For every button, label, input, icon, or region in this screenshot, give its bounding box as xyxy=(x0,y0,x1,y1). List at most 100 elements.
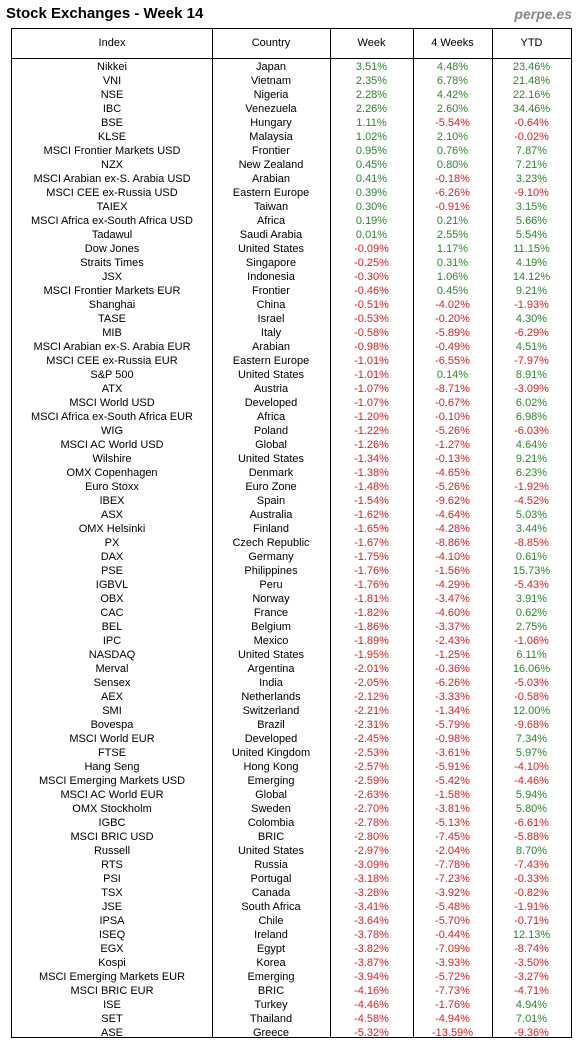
value-cell: -4.16% xyxy=(354,985,389,997)
value-cell: 0.95% xyxy=(355,145,388,157)
value-cell: -1.22% xyxy=(354,425,389,437)
value-cell: -1.67% xyxy=(354,537,389,549)
value-cell: 0.45% xyxy=(355,159,388,171)
value-cell: -1.20% xyxy=(354,411,389,423)
value-cell: -3.18% xyxy=(354,873,389,885)
text-cell: RTS xyxy=(101,859,123,871)
value-cell: 3.91% xyxy=(515,593,548,605)
text-cell: ISE xyxy=(103,999,121,1011)
value-cell: -3.94% xyxy=(354,971,389,983)
text-cell: Belgium xyxy=(251,621,291,633)
value-cell: 4.51% xyxy=(515,341,548,353)
text-cell: Turkey xyxy=(254,999,288,1011)
value-cell: 2.55% xyxy=(436,229,469,241)
value-cell: 0.14% xyxy=(436,369,469,381)
value-cell: -4.10% xyxy=(514,761,549,773)
value-cell: -4.02% xyxy=(435,299,470,311)
value-cell: 7.34% xyxy=(515,733,548,745)
value-cell: 0.61% xyxy=(515,551,548,563)
value-cell: -8.86% xyxy=(435,537,470,549)
value-cell: -0.18% xyxy=(435,173,470,185)
value-cell: -1.34% xyxy=(354,453,389,465)
value-cell: -3.92% xyxy=(435,887,470,899)
value-cell: -1.01% xyxy=(354,355,389,367)
value-cell: 1.02% xyxy=(355,131,388,143)
value-cell: -0.02% xyxy=(514,131,549,143)
text-cell: Straits Times xyxy=(80,257,144,269)
value-cell: 22.16% xyxy=(512,89,551,101)
value-cell: -1.91% xyxy=(514,901,549,913)
text-cell: S&P 500 xyxy=(90,369,134,381)
value-cell: -3.09% xyxy=(354,859,389,871)
value-cell: 8.91% xyxy=(515,369,548,381)
value-cell: -0.30% xyxy=(354,271,389,283)
value-cell: 5.54% xyxy=(515,229,548,241)
value-cell: -5.26% xyxy=(435,425,470,437)
value-cell: 3.44% xyxy=(515,523,548,535)
text-cell: MSCI BRIC EUR xyxy=(70,985,154,997)
text-cell: MSCI CEE ex-Russia USD xyxy=(46,187,178,199)
text-cell: Arabian xyxy=(252,341,290,353)
value-cell: 2.35% xyxy=(355,75,388,87)
text-cell: OMX Stockholm xyxy=(72,803,152,815)
value-cell: -2.12% xyxy=(354,691,389,703)
text-cell: Malaysia xyxy=(249,131,293,143)
text-cell: VNI xyxy=(102,75,122,87)
text-cell: TASE xyxy=(98,313,126,325)
text-cell: Emerging xyxy=(247,971,295,983)
value-cell: -2.57% xyxy=(354,761,389,773)
text-cell: Taiwan xyxy=(253,201,289,213)
text-cell: Vietnam xyxy=(250,75,292,87)
text-cell: SMI xyxy=(102,705,122,717)
value-cell: -0.33% xyxy=(514,873,549,885)
value-cell: 11.15% xyxy=(513,243,550,255)
title: Stock Exchanges - Week 14 xyxy=(6,5,204,22)
value-cell: -1.34% xyxy=(435,705,470,717)
text-cell: Norway xyxy=(252,593,290,605)
value-cell: -5.43% xyxy=(514,579,549,591)
text-cell: MIB xyxy=(102,327,122,339)
value-cell: -2.04% xyxy=(435,845,470,857)
value-cell: -6.55% xyxy=(435,355,470,367)
value-cell: 9.21% xyxy=(515,453,548,465)
text-cell: MSCI Africa ex-South Africa USD xyxy=(31,215,193,227)
value-cell: 5.97% xyxy=(515,747,548,759)
value-cell: -4.58% xyxy=(354,1013,389,1025)
text-cell: NZX xyxy=(101,159,123,171)
text-cell: IBEX xyxy=(99,495,125,507)
text-cell: FTSE xyxy=(97,747,127,759)
text-cell: Hungary xyxy=(250,117,292,129)
text-cell: Philippines xyxy=(244,565,298,577)
value-cell: -5.54% xyxy=(435,117,470,129)
column-rule xyxy=(413,29,414,1037)
value-cell: -1.86% xyxy=(354,621,389,633)
value-cell: 2.60% xyxy=(436,103,469,115)
value-cell: -0.51% xyxy=(354,299,389,311)
text-cell: Developed xyxy=(244,397,298,409)
text-cell: OMX Helsinki xyxy=(78,523,146,535)
column-rule xyxy=(330,29,331,1037)
text-cell: Frontier xyxy=(252,145,290,157)
text-cell: Sweden xyxy=(251,803,291,815)
value-cell: -4.46% xyxy=(354,999,389,1011)
value-cell: 0.76% xyxy=(436,145,469,157)
value-cell: -5.91% xyxy=(435,761,470,773)
value-cell: -3.27% xyxy=(514,971,549,983)
value-cell: -0.91% xyxy=(435,201,470,213)
value-cell: -0.25% xyxy=(354,257,389,269)
value-cell: -2.70% xyxy=(354,803,389,815)
text-cell: Sensex xyxy=(93,677,131,689)
value-cell: -4.65% xyxy=(435,467,470,479)
text-cell: Russia xyxy=(254,859,288,871)
value-cell: -8.85% xyxy=(514,537,549,549)
value-cell: 23.46% xyxy=(512,61,551,73)
value-cell: 5.80% xyxy=(515,803,548,815)
value-cell: -8.71% xyxy=(435,383,470,395)
text-cell: Italy xyxy=(260,327,282,339)
text-cell: Global xyxy=(255,789,287,801)
value-cell: -0.98% xyxy=(354,341,389,353)
text-cell: TAIEX xyxy=(96,201,128,213)
value-cell: 34.46% xyxy=(512,103,551,115)
value-cell: -5.89% xyxy=(435,327,470,339)
value-cell: 0.62% xyxy=(515,607,548,619)
